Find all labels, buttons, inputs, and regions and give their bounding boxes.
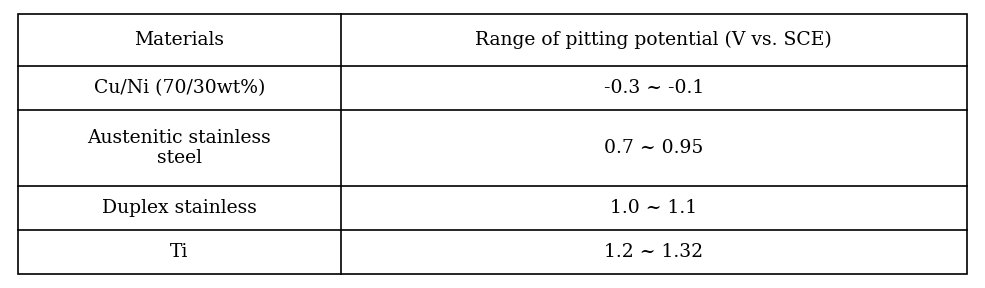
Text: Cu/Ni (70/30wt%): Cu/Ni (70/30wt%) — [94, 79, 265, 97]
Text: Range of pitting potential (V vs. SCE): Range of pitting potential (V vs. SCE) — [476, 31, 832, 49]
Text: Austenitic stainless
steel: Austenitic stainless steel — [88, 129, 271, 167]
Text: 1.2 ~ 1.32: 1.2 ~ 1.32 — [604, 243, 703, 261]
Text: 0.7 ~ 0.95: 0.7 ~ 0.95 — [604, 139, 703, 157]
Text: 1.0 ~ 1.1: 1.0 ~ 1.1 — [611, 199, 697, 217]
Text: Ti: Ti — [170, 243, 188, 261]
Text: -0.3 ~ -0.1: -0.3 ~ -0.1 — [604, 79, 704, 97]
Text: Materials: Materials — [134, 31, 225, 49]
Text: Duplex stainless: Duplex stainless — [101, 199, 257, 217]
